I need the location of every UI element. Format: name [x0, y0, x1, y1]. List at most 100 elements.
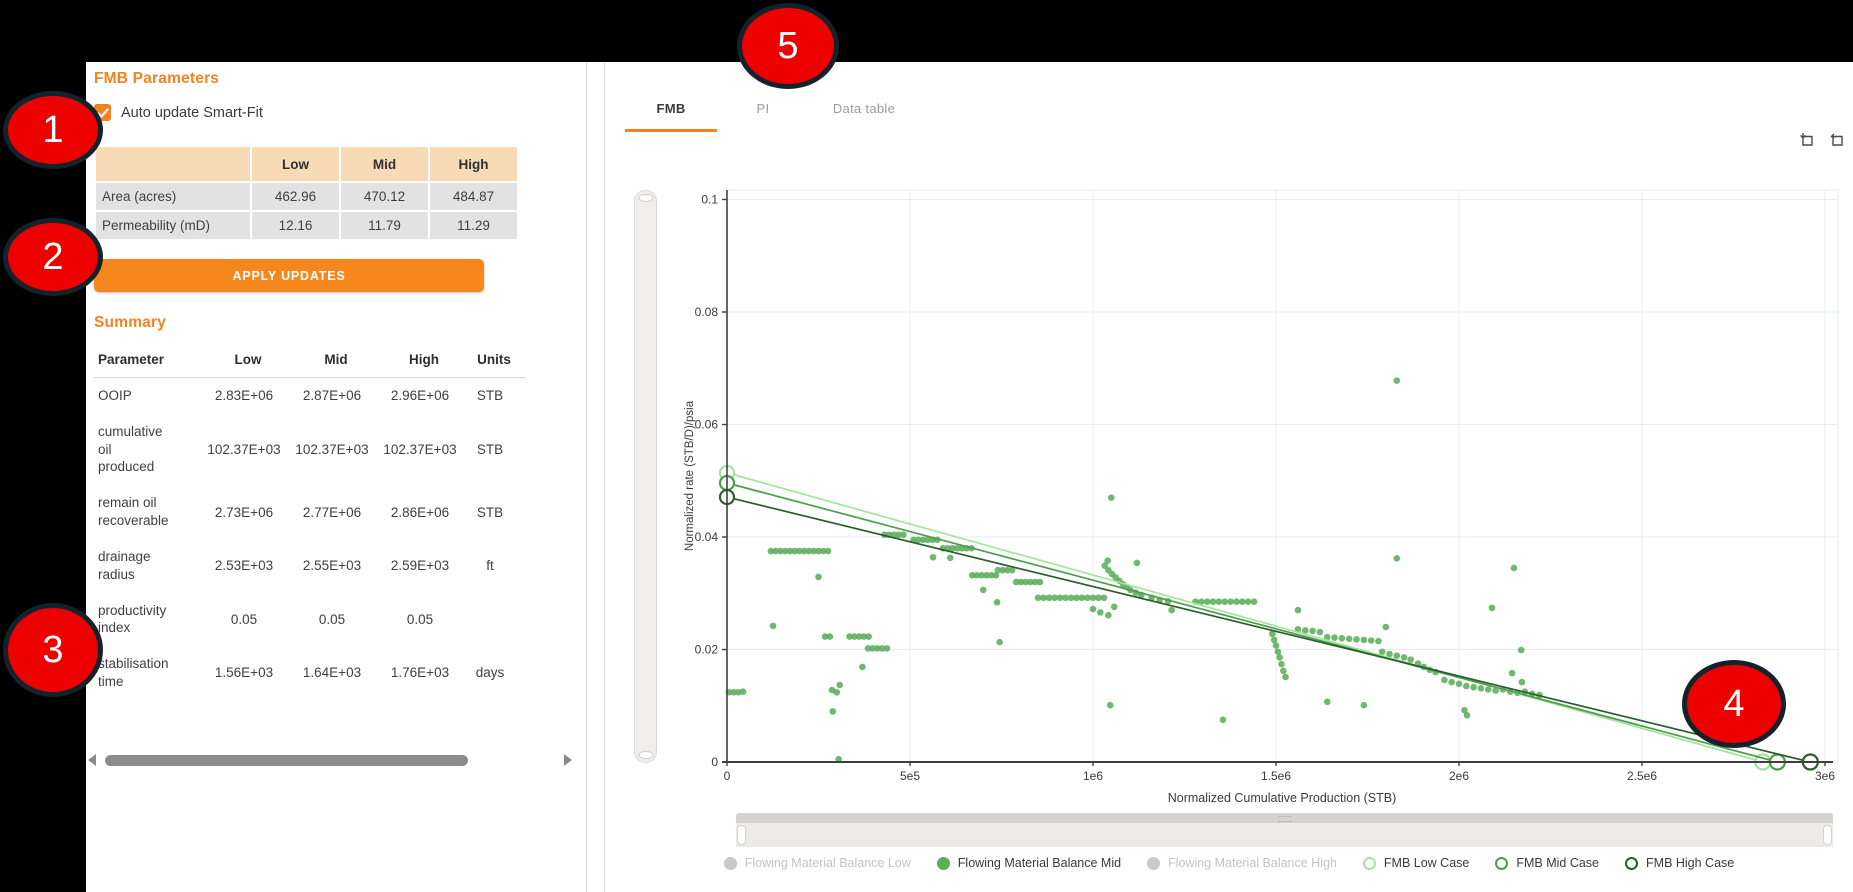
scatter-point — [833, 688, 841, 696]
scatter-point — [1022, 578, 1029, 586]
x-slider-right-handle[interactable] — [1823, 825, 1832, 845]
scatter-point — [973, 571, 981, 579]
scatter-point — [1301, 627, 1309, 634]
scatter-point — [1219, 716, 1227, 724]
scatter-point — [1282, 673, 1289, 681]
scatter-point — [1353, 636, 1360, 643]
scatter-point — [1215, 598, 1223, 605]
x-slider-body[interactable] — [736, 823, 1833, 847]
table-row: Permeability (mD) 12.16 11.79 11.29 — [96, 212, 517, 239]
scatter-point — [1198, 598, 1205, 605]
summary-value: 1.64E+03 — [302, 665, 362, 681]
reset-view-icon[interactable] — [1828, 132, 1845, 149]
summary-title: Summary — [94, 314, 167, 331]
scatter-point — [1034, 594, 1042, 602]
summary-header-cell: Units — [477, 352, 511, 367]
tab-label: Data table — [832, 100, 896, 116]
scatter-point — [1274, 648, 1282, 656]
legend-item-fmb-mid-case[interactable]: FMB Mid Case — [1495, 856, 1599, 870]
scatter-point — [1510, 564, 1518, 572]
scatter-point — [1067, 594, 1075, 602]
scatter-point — [836, 681, 844, 689]
scrollbar-thumb[interactable] — [105, 754, 469, 766]
panel-splitter[interactable] — [586, 62, 605, 892]
scatter-point — [777, 547, 784, 555]
zoom-extents-icon[interactable] — [1798, 132, 1815, 149]
param-value-mid[interactable]: 11.79 — [341, 212, 428, 239]
scatter-point — [1278, 660, 1285, 668]
scatter-point — [900, 531, 907, 539]
fmb-case-line — [726, 496, 1811, 763]
tab-label: FMB — [656, 100, 686, 116]
scatter-point — [1084, 594, 1091, 602]
legend-item-flowing-material-balance-mid[interactable]: Flowing Material Balance Mid — [936, 856, 1121, 870]
scatter-point — [1221, 598, 1229, 605]
tab-bar: FMB PI Data table — [625, 92, 919, 132]
fmb-chart[interactable]: 0 0.02 0.04 0.06 0.08 0.1 0 5e5 1e6 1.5e6 2e6 2.5e6… — [605, 62, 1853, 892]
scatter-point — [996, 638, 1003, 646]
y-slider-top-handle[interactable] — [638, 194, 653, 202]
scatter-point — [1017, 578, 1025, 586]
scatter-point — [1073, 594, 1080, 602]
y-slider-bottom-handle[interactable] — [638, 751, 653, 759]
scatter-point — [1463, 682, 1470, 690]
scatter-point — [1323, 633, 1331, 641]
scatter-point — [924, 536, 932, 544]
summary-value: 1.56E+03 — [214, 665, 274, 681]
param-value-low[interactable]: 12.16 — [252, 212, 339, 239]
scatter-point — [895, 531, 902, 539]
scatter-point — [1375, 637, 1382, 645]
scatter-point — [1012, 578, 1020, 586]
summary-header-cell: High — [409, 352, 439, 367]
legend-ring-icon — [1495, 856, 1509, 870]
param-value-mid[interactable]: 470.12 — [341, 183, 428, 210]
legend-item-flowing-material-balance-low[interactable]: Flowing Material Balance Low — [723, 856, 911, 870]
x-tick-label: 0 — [724, 769, 731, 783]
scatter-point — [1104, 557, 1111, 564]
scroll-right-arrow-icon[interactable] — [564, 754, 572, 766]
summary-header-divider — [94, 377, 526, 378]
x-slider-left-handle[interactable] — [737, 825, 746, 845]
legend-label: Flowing Material Balance Low — [744, 856, 911, 870]
legend-item-fmb-high-case[interactable]: FMB High Case — [1625, 856, 1734, 870]
apply-updates-button[interactable]: APPLY UPDATES — [94, 259, 484, 292]
legend-item-fmb-low-case[interactable]: FMB Low Case — [1362, 856, 1469, 870]
param-value-high[interactable]: 484.87 — [430, 183, 517, 210]
auto-update-smart-fit-row[interactable]: Auto update Smart-Fit — [94, 104, 570, 121]
legend-ring-icon — [1362, 856, 1376, 870]
param-label: Area (acres) — [96, 183, 250, 210]
legend-item-flowing-material-balance-high[interactable]: Flowing Material Balance High — [1147, 856, 1337, 870]
x-axis-range-slider[interactable] — [736, 813, 1833, 847]
scatter-point — [1331, 634, 1338, 641]
fmb-parameters-title: FMB Parameters — [94, 70, 220, 87]
scatter-point — [1508, 669, 1516, 677]
scatter-point — [953, 544, 961, 552]
scatter-point — [1100, 594, 1108, 602]
scrollbar-track[interactable] — [103, 754, 557, 766]
scatter-point — [1294, 625, 1302, 633]
scroll-left-arrow-icon[interactable] — [88, 754, 96, 766]
tab-label: PI — [756, 100, 770, 116]
scatter-point — [1031, 578, 1039, 586]
tab-data-table[interactable]: Data table — [809, 92, 919, 124]
tab-fmb[interactable]: FMB — [625, 92, 717, 132]
scatter-point — [987, 571, 995, 579]
param-value-high[interactable]: 11.29 — [430, 212, 517, 239]
scatter-point — [829, 708, 837, 715]
tab-pi[interactable]: PI — [717, 92, 809, 124]
scatter-point — [786, 547, 794, 555]
auto-update-label: Auto update Smart-Fit — [121, 104, 263, 121]
summary-horizontal-scrollbar[interactable] — [88, 754, 572, 766]
summary-parameter-label: remain oil recoverable — [98, 495, 169, 529]
param-value-low[interactable]: 462.96 — [252, 183, 339, 210]
legend-label: Flowing Material Balance High — [1168, 856, 1337, 870]
scatter-point — [835, 755, 842, 763]
scatter-point — [883, 645, 891, 652]
scatter-point — [890, 531, 898, 539]
scatter-point — [1168, 606, 1175, 614]
scatter-point — [1056, 594, 1064, 602]
fmb-case-line — [726, 472, 1764, 763]
y-axis-range-slider[interactable] — [634, 190, 657, 763]
x-slider-track[interactable] — [736, 813, 1833, 823]
